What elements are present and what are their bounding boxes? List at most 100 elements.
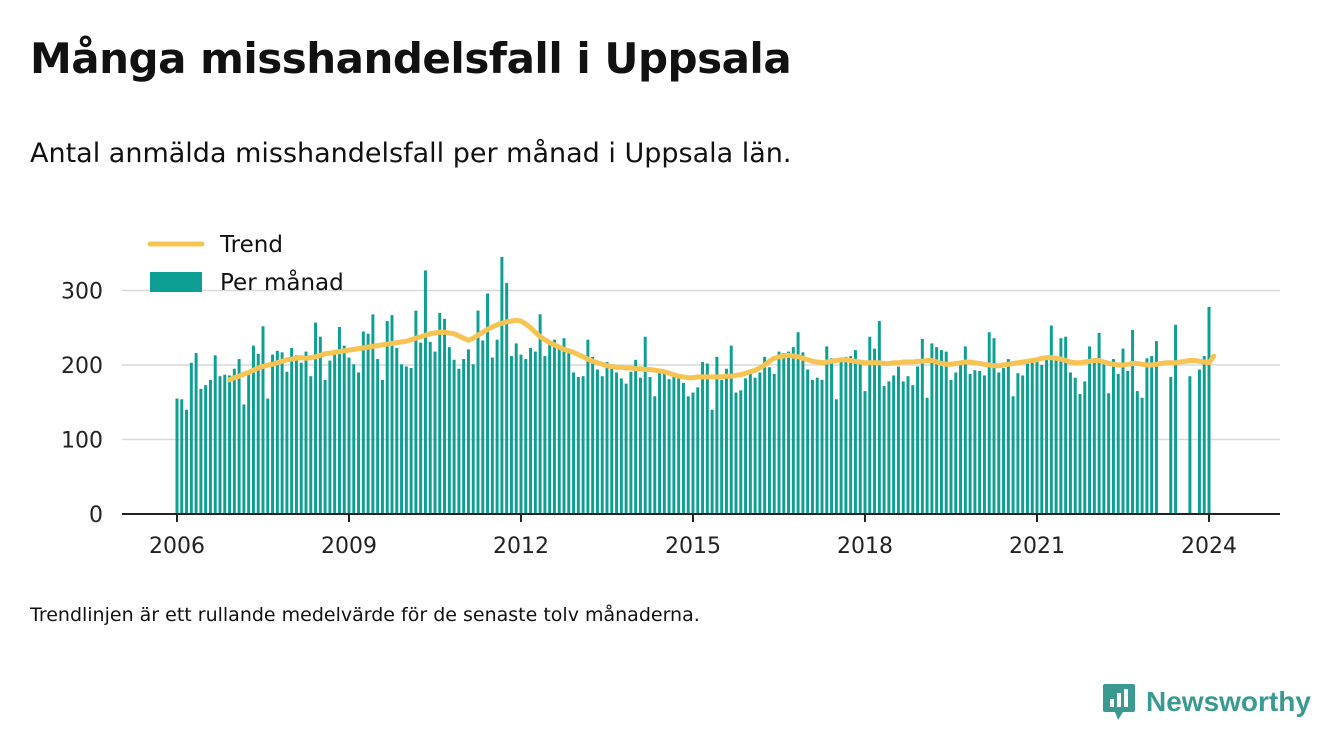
bar-month-156 (920, 338, 924, 514)
bar-month-148 (882, 385, 886, 514)
bar-month-67 (495, 339, 499, 514)
bar-month-168 (978, 370, 982, 514)
bar-month-143 (858, 360, 862, 514)
bar-month-162 (949, 379, 953, 514)
bar-month-173 (1002, 367, 1006, 514)
bar-month-195 (1107, 393, 1111, 514)
bar-month-199 (1126, 370, 1130, 514)
bar-month-94 (624, 383, 628, 514)
bar-month-132 (806, 369, 810, 514)
bar-month-198 (1121, 348, 1125, 514)
bar-month-12 (232, 368, 236, 514)
bar-month-214 (1197, 369, 1201, 514)
bar-month-31 (323, 379, 327, 514)
bar-month-42 (376, 359, 380, 514)
bar-month-0 (175, 398, 179, 514)
bar-month-165 (963, 346, 967, 514)
bar-month-17 (256, 353, 260, 514)
bars-per-manad (175, 257, 1211, 514)
bar-month-201 (1135, 391, 1139, 514)
bar-month-83 (572, 372, 576, 514)
y-tick-label-100: 100 (61, 429, 103, 454)
bar-month-58 (452, 359, 456, 514)
bar-month-130 (796, 332, 800, 514)
bar-month-126 (777, 351, 781, 514)
bar-month-164 (959, 365, 963, 514)
bar-month-203 (1145, 358, 1149, 514)
bar-month-108 (691, 392, 695, 514)
bar-month-75 (533, 351, 537, 514)
bar-month-192 (1092, 362, 1096, 514)
bar-month-186 (1064, 336, 1068, 514)
bar-month-104 (672, 373, 676, 514)
bar-month-184 (1054, 359, 1058, 514)
bar-month-47 (400, 364, 404, 514)
bar-month-54 (433, 351, 437, 514)
bar-month-128 (787, 351, 791, 514)
bar-month-40 (366, 333, 370, 514)
bar-month-163 (954, 372, 958, 514)
bar-month-48 (404, 366, 408, 514)
trend-series (227, 317, 1217, 383)
trend-line (227, 317, 1217, 383)
bar-month-79 (552, 339, 556, 514)
bar-month-182 (1045, 359, 1049, 514)
bar-month-194 (1102, 362, 1106, 514)
bar-month-179 (1030, 359, 1034, 514)
bar-month-112 (710, 409, 714, 514)
bar-month-20 (271, 354, 275, 514)
bar-month-138 (834, 399, 838, 514)
bar-month-147 (877, 321, 881, 514)
bar-month-66 (490, 357, 494, 514)
bar-month-15 (247, 374, 251, 514)
bar-month-24 (290, 347, 294, 514)
bar-month-177 (1021, 375, 1025, 514)
bar-month-110 (701, 362, 705, 514)
bar-month-87 (591, 356, 595, 514)
x-tick-label-2024: 2024 (1181, 534, 1237, 559)
bar-month-84 (576, 376, 580, 514)
chart-subtitle: Antal anmälda misshandelsfall per månad … (30, 138, 792, 169)
bar-month-92 (615, 372, 619, 514)
bar-month-99 (648, 376, 652, 514)
bar-month-46 (395, 347, 399, 514)
bar-month-122 (758, 372, 762, 514)
bar-month-43 (380, 379, 384, 514)
bar-month-86 (586, 339, 590, 514)
bar-month-6 (204, 385, 208, 514)
bar-month-82 (567, 351, 571, 514)
bar-month-205 (1154, 341, 1158, 514)
bar-month-65 (486, 293, 490, 514)
bar-month-30 (318, 336, 322, 514)
bar-month-170 (987, 332, 991, 514)
bar-month-22 (280, 352, 284, 514)
bar-month-51 (419, 342, 423, 514)
bar-month-50 (414, 310, 418, 514)
y-tick-label-300: 300 (61, 280, 103, 305)
x-tick-label-2009: 2009 (321, 534, 377, 559)
bar-month-178 (1025, 361, 1029, 514)
bar-month-146 (873, 348, 877, 514)
bar-month-63 (476, 310, 480, 514)
x-tick-label-2006: 2006 (149, 534, 205, 559)
bar-month-91 (610, 365, 614, 514)
bar-month-181 (1040, 365, 1044, 514)
bar-month-89 (600, 376, 604, 514)
bar-month-100 (653, 396, 657, 514)
bar-month-124 (767, 367, 771, 514)
bar-month-105 (677, 373, 681, 514)
bar-month-150 (892, 375, 896, 514)
bar-month-73 (524, 359, 528, 514)
bar-month-56 (443, 318, 447, 514)
bar-month-183 (1049, 325, 1053, 514)
bar-month-129 (791, 347, 795, 514)
bar-month-93 (619, 378, 623, 514)
bar-month-187 (1068, 372, 1072, 514)
bar-month-18 (261, 326, 265, 514)
bar-month-111 (705, 363, 709, 514)
bar-month-133 (810, 379, 814, 514)
bar-month-77 (543, 356, 547, 514)
bar-month-96 (634, 359, 638, 514)
legend-label-per-manad: Per månad (220, 268, 344, 296)
brand-logo[interactable]: Newsworthy (1102, 682, 1311, 722)
